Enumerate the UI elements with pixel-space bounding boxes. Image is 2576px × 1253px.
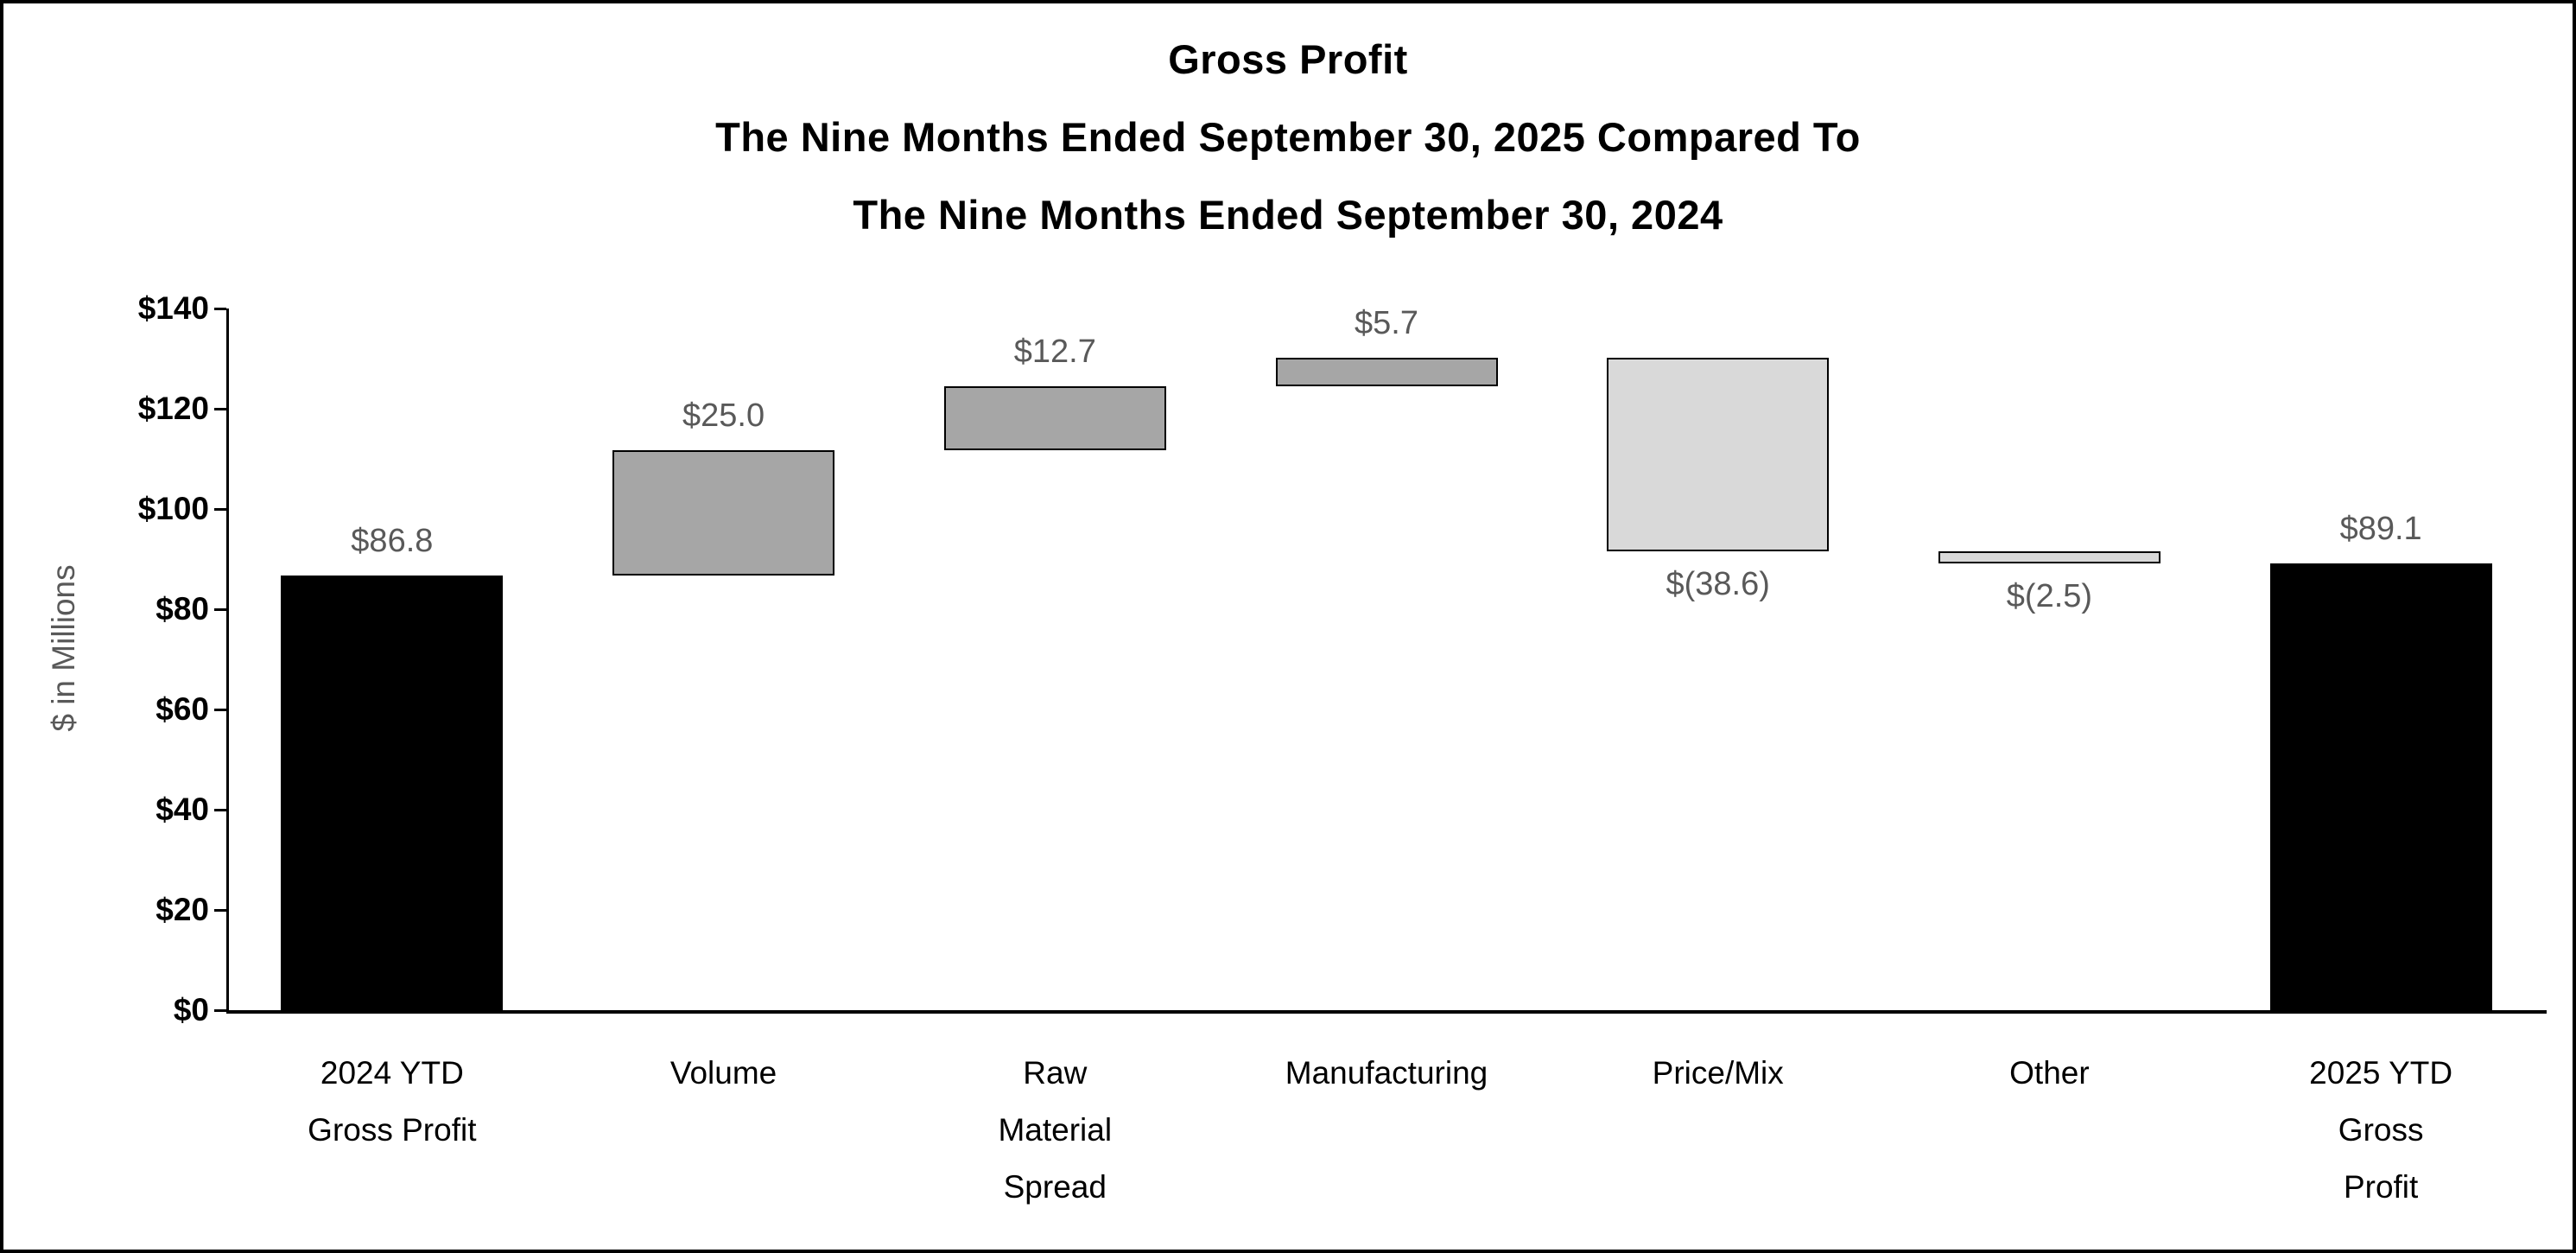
x-axis-category-label-line: 2024 YTD — [320, 1055, 464, 1091]
bar-value-label-volume: $25.0 — [682, 397, 765, 434]
x-axis-category-label-2025-ytd-gross-profit: 2025 YTD Gross Profit — [2216, 1045, 2546, 1216]
y-axis-tick — [214, 308, 226, 310]
x-axis-category-label-raw-material-spread: Raw Material Spread — [890, 1045, 1220, 1216]
bar-value-label-other: $(2.5) — [2006, 578, 2093, 615]
y-axis-tick-label: $60 — [155, 691, 209, 727]
chart-title-line-3: The Nine Months Ended September 30, 2024 — [853, 192, 1723, 238]
x-axis-category-label-line: Other — [2009, 1055, 2090, 1091]
x-axis-category-label-line: Spread — [1003, 1169, 1107, 1205]
y-axis-tick — [214, 709, 226, 711]
chart-title-line-1: Gross Profit — [1168, 36, 1408, 82]
bar-value-label-raw-material-spread: $12.7 — [1013, 333, 1096, 370]
x-axis-category-label-volume: Volume — [559, 1045, 889, 1102]
y-axis-tick — [214, 809, 226, 811]
bar-value-label-price-mix: $(38.6) — [1666, 565, 1770, 602]
bar-manufacturing — [1275, 357, 1498, 386]
y-axis-tick-label: $0 — [173, 992, 209, 1027]
bar-raw-material-spread — [943, 385, 1166, 450]
bar-other — [1938, 550, 2160, 564]
y-axis-tick — [214, 508, 226, 511]
chart-title-line-2: The Nine Months Ended September 30, 2025… — [715, 114, 1861, 160]
y-axis-tick — [214, 408, 226, 410]
x-axis-category-label-2024-ytd-gross-profit: 2024 YTD Gross Profit — [227, 1045, 557, 1159]
y-axis-tick-label: $80 — [155, 591, 209, 626]
y-axis-tick — [214, 608, 226, 611]
y-axis-tick-label: $40 — [155, 792, 209, 827]
x-axis-category-label-line: Raw — [1023, 1055, 1088, 1091]
x-axis-category-label-line: 2025 YTD — [2309, 1055, 2453, 1091]
bar-price-mix — [1607, 357, 1830, 551]
y-axis-line — [226, 308, 229, 1014]
x-axis-category-label-line: Volume — [669, 1055, 777, 1091]
bar-value-label-manufacturing: $5.7 — [1355, 304, 1418, 341]
y-axis-tick-label: $120 — [137, 391, 209, 426]
x-axis-category-label-line: Gross — [2338, 1112, 2424, 1148]
bar-value-label-2025-ytd-gross-profit: $89.1 — [2339, 511, 2422, 548]
y-axis-tick-label: $100 — [137, 491, 209, 526]
x-axis-category-label-line: Manufacturing — [1285, 1055, 1488, 1091]
bar-2025-ytd-gross-profit — [2269, 563, 2492, 1010]
y-axis-tick-label: $20 — [155, 892, 209, 927]
x-axis-category-label-line: Gross Profit — [308, 1112, 477, 1148]
bar-2024-ytd-gross-profit — [281, 575, 504, 1010]
bar-volume — [612, 449, 835, 576]
x-axis-category-label-line: Profit — [2343, 1169, 2419, 1205]
y-axis-tick — [214, 909, 226, 912]
y-axis-tick — [214, 1009, 226, 1012]
x-axis-category-label-price-mix: Price/Mix — [1553, 1045, 1883, 1102]
x-axis-category-label-line: Price/Mix — [1652, 1055, 1784, 1091]
chart-title: Gross Profit The Nine Months Ended Septe… — [3, 21, 2573, 254]
x-axis-line — [226, 1010, 2547, 1014]
x-axis-category-label-line: Material — [998, 1112, 1113, 1148]
x-axis-category-label-manufacturing: Manufacturing — [1221, 1045, 1551, 1102]
x-axis-category-label-other: Other — [1884, 1045, 2214, 1102]
y-axis-tick-label: $140 — [137, 290, 209, 326]
bar-value-label-2024-ytd-gross-profit: $86.8 — [351, 522, 434, 559]
